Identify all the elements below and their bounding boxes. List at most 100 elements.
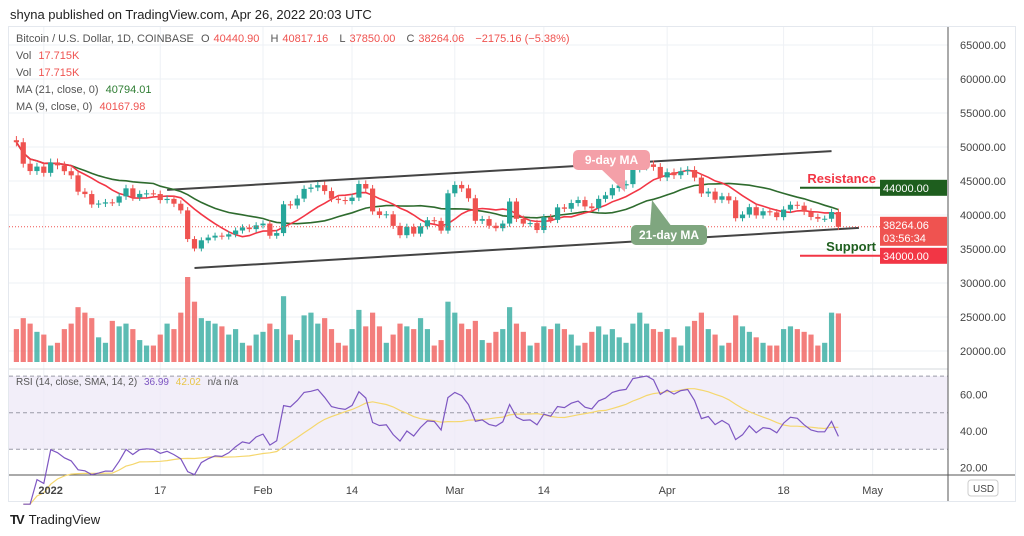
candle-body <box>164 198 170 201</box>
legend-ma21[interactable]: MA (21, close, 0) 40794.01 <box>16 84 156 96</box>
volume-bar <box>733 315 739 362</box>
volume-bar <box>328 329 335 362</box>
volume-bar <box>102 342 109 362</box>
volume-bar <box>260 331 266 362</box>
volume-bar <box>322 318 328 362</box>
volume-bar <box>507 307 513 362</box>
bar-countdown-label: 03:56:34 <box>883 233 926 245</box>
candle-body <box>274 233 280 236</box>
volume-bar <box>815 345 821 362</box>
volume-bar <box>34 331 40 362</box>
candle-body <box>479 219 485 221</box>
candle-body <box>54 162 61 166</box>
rsi-tick-label: 40.00 <box>960 426 988 438</box>
ma21-label: MA (21, close, 0) <box>16 84 99 96</box>
open-value: 40440.90 <box>213 33 260 45</box>
legend-rsi[interactable]: RSI (14, close, SMA, 14, 2) 36.99 42.02 … <box>16 377 242 388</box>
volume-bar <box>582 342 588 362</box>
candle-body <box>178 203 184 211</box>
time-tick-label: 18 <box>777 485 789 497</box>
volume-bar <box>493 331 499 362</box>
volume-bar <box>719 345 725 362</box>
price-tick-label: 40000.00 <box>960 210 1006 222</box>
candle-body <box>486 219 492 226</box>
volume-bar <box>280 296 287 362</box>
candle-body <box>376 211 383 215</box>
candle-body <box>445 193 451 231</box>
volume-bar <box>13 329 19 362</box>
brand-name: TradingView <box>28 512 101 527</box>
chart-frame <box>8 26 1016 502</box>
candle-body <box>198 240 204 249</box>
level-label-resistance: Resistance <box>807 171 876 186</box>
vol-value: 17.715K <box>38 67 80 79</box>
volume-bar <box>445 301 451 362</box>
candle-body <box>246 227 252 230</box>
candle-body <box>801 205 807 212</box>
volume-bar <box>239 342 246 362</box>
candle-body <box>698 177 704 194</box>
volume-bar <box>691 320 698 362</box>
tradingview-logo[interactable]: TV TradingView <box>10 512 100 527</box>
currency-button[interactable] <box>967 479 999 497</box>
volume-bar <box>616 337 622 362</box>
candle-body <box>459 184 465 189</box>
legend-ma9[interactable]: MA (9, close, 0) 40167.98 <box>16 101 149 113</box>
candle-body <box>719 196 725 200</box>
volume-bar <box>274 329 280 362</box>
volume-bar <box>637 312 643 362</box>
candle-body <box>109 202 115 204</box>
candle-body <box>328 191 335 199</box>
price-tick-label: 50000.00 <box>960 142 1006 154</box>
volume-bar <box>486 342 492 362</box>
candle-body <box>554 207 561 220</box>
candle-body <box>219 235 225 237</box>
volume-bar <box>335 342 341 362</box>
volume-bar <box>760 342 766 362</box>
channel-upper-line <box>167 150 832 191</box>
legend-vol-1[interactable]: Vol 17.715K <box>16 50 83 62</box>
callout-9day-ma: 9-day MA <box>573 150 650 192</box>
legend-vol-2[interactable]: Vol 17.715K <box>16 67 83 79</box>
volume-bar <box>370 312 376 362</box>
volume-bar <box>315 323 321 362</box>
symbol-name[interactable]: Bitcoin / U.S. Dollar, 1D, COINBASE <box>16 33 194 45</box>
volume-bar <box>349 329 355 362</box>
candle-body <box>465 188 472 199</box>
volume-bar <box>781 329 787 362</box>
candle-body <box>520 218 526 224</box>
candle-body <box>82 191 88 195</box>
volume-bar <box>705 329 711 362</box>
candle-body <box>630 168 636 185</box>
volume-bar <box>48 345 54 362</box>
volume-bar <box>520 331 526 362</box>
ma9-value: 40167.98 <box>99 101 146 113</box>
volume-bar <box>657 331 663 362</box>
time-tick-label: 14 <box>346 485 358 497</box>
rsi-tick-label: 20.00 <box>960 463 988 475</box>
candle-body <box>171 198 177 204</box>
candle-body <box>294 198 300 206</box>
candle-body <box>424 220 430 227</box>
volume-bar <box>801 331 807 362</box>
volume-bar <box>411 329 417 362</box>
callout-21day-ma: 21-day MA <box>631 200 707 245</box>
rsi-label: RSI (14, close, SMA, 14, 2) <box>16 377 138 388</box>
candle-body <box>102 202 109 204</box>
volume-bar <box>589 331 595 362</box>
candle-body <box>527 223 533 225</box>
candle-body <box>650 164 657 167</box>
time-tick-label: Mar <box>445 485 464 497</box>
channel-lower-line <box>194 226 860 270</box>
rsi-na: n/a n/a <box>207 377 239 388</box>
candle-body <box>568 203 574 209</box>
volume-bar <box>452 312 458 362</box>
volume-bar <box>746 331 752 362</box>
volume-bar <box>82 312 88 362</box>
candle-body <box>390 214 396 226</box>
volume-bar <box>397 323 403 362</box>
callout-9day-ma-label: 9-day MA <box>585 153 639 167</box>
currency-label: USD <box>973 484 994 495</box>
legend-symbol-row: Bitcoin / U.S. Dollar, 1D, COINBASE O 404… <box>16 33 574 45</box>
